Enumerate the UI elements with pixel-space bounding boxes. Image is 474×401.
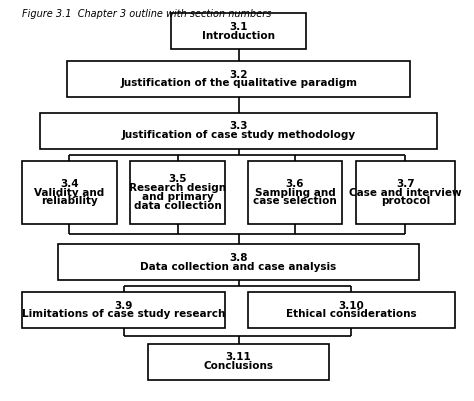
Text: Data collection and case analysis: Data collection and case analysis: [140, 261, 337, 271]
FancyBboxPatch shape: [58, 244, 419, 280]
Text: reliability: reliability: [41, 196, 98, 206]
Text: protocol: protocol: [381, 196, 430, 206]
Text: 3.2: 3.2: [229, 70, 248, 80]
Text: Case and interview: Case and interview: [349, 188, 462, 198]
Text: 3.11: 3.11: [226, 352, 251, 363]
FancyBboxPatch shape: [40, 113, 437, 149]
Text: 3.10: 3.10: [338, 301, 364, 311]
Text: Justification of case study methodology: Justification of case study methodology: [121, 130, 356, 140]
Text: and primary: and primary: [142, 192, 214, 202]
Text: Introduction: Introduction: [202, 30, 275, 41]
Text: 3.8: 3.8: [229, 253, 248, 263]
Text: Ethical considerations: Ethical considerations: [286, 310, 417, 319]
Text: 3.3: 3.3: [229, 122, 248, 132]
Text: 3.6: 3.6: [286, 179, 304, 189]
Text: 3.7: 3.7: [396, 179, 415, 189]
FancyBboxPatch shape: [247, 161, 342, 225]
Text: 3.9: 3.9: [114, 301, 133, 311]
Text: data collection: data collection: [134, 200, 221, 211]
FancyBboxPatch shape: [148, 344, 329, 380]
Text: Justification of the qualitative paradigm: Justification of the qualitative paradig…: [120, 79, 357, 89]
Text: 3.4: 3.4: [60, 179, 79, 189]
FancyBboxPatch shape: [22, 161, 117, 225]
Text: Research design: Research design: [129, 183, 226, 193]
Text: 3.5: 3.5: [168, 174, 187, 184]
Text: Conclusions: Conclusions: [203, 361, 273, 371]
Text: Sampling and: Sampling and: [255, 188, 335, 198]
Text: Limitations of case study research: Limitations of case study research: [22, 310, 225, 319]
Text: Validity and: Validity and: [34, 188, 105, 198]
FancyBboxPatch shape: [22, 292, 225, 328]
Text: 3.1: 3.1: [229, 22, 248, 32]
FancyBboxPatch shape: [356, 161, 455, 225]
FancyBboxPatch shape: [130, 161, 225, 225]
Text: Figure 3.1  Chapter 3 outline with section numbers: Figure 3.1 Chapter 3 outline with sectio…: [22, 9, 272, 19]
FancyBboxPatch shape: [67, 61, 410, 97]
Text: case selection: case selection: [253, 196, 337, 206]
FancyBboxPatch shape: [247, 292, 455, 328]
FancyBboxPatch shape: [171, 13, 306, 49]
